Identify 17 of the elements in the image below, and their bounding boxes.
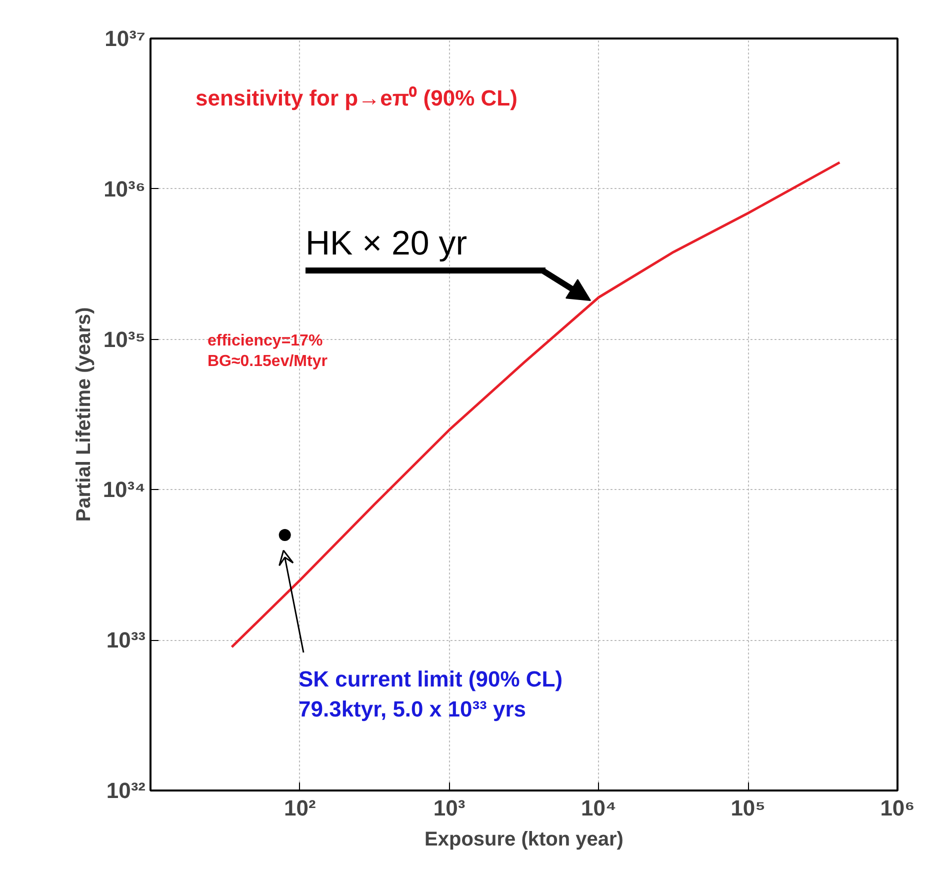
y-tick-label: 10³⁶ [104,176,146,202]
x-tick-label: 10² [284,796,316,820]
y-tick-label: 10³³ [106,628,146,653]
y-tick-label: 10³⁴ [102,477,146,502]
annotation: efficiency=17% BG≈0.15ev/Mtyr [208,332,328,370]
annotation: HK × 20 yr [306,224,468,262]
x-tick-label: 10⁵ [730,796,766,820]
annotation: sensitivity for p→eπ⁰ (90% CL) [196,86,518,110]
x-tick-label: 10⁴ [581,796,616,820]
y-tick-label: 10³⁷ [104,26,146,51]
y-axis-title: Partial Lifetime (years) [72,307,95,522]
y-tick-label: 10³⁵ [103,326,146,352]
x-tick-label: 10³ [433,796,466,820]
y-tick-label: 10³² [106,778,146,803]
annotation: SK current limit (90% CL) 79.3ktyr, 5.0 x 10³³ yrs [298,666,563,722]
x-axis-title: Exposure (kton year) [424,828,624,850]
x-tick-label: 10⁶ [880,796,915,820]
